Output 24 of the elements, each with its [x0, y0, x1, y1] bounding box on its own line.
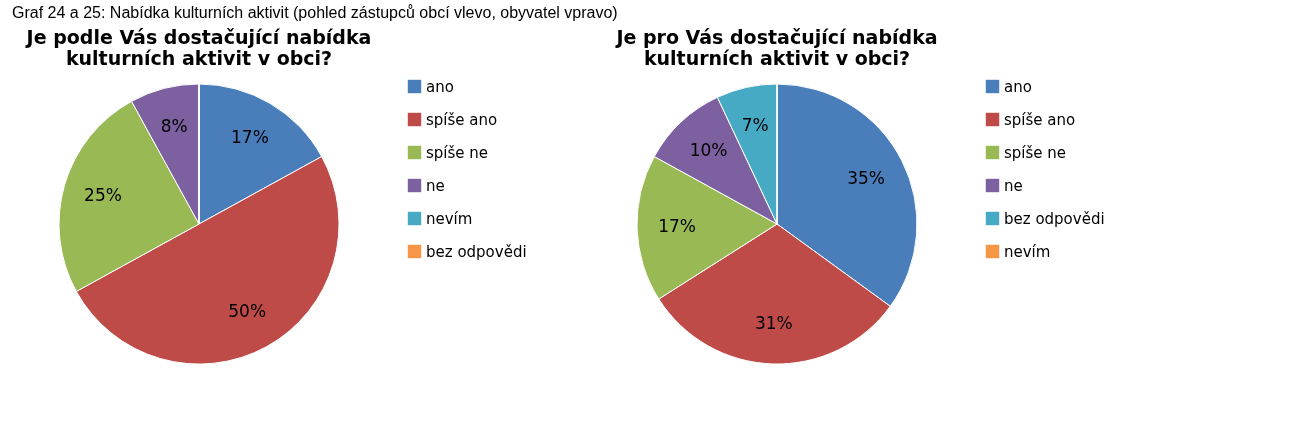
legend-label: ano — [426, 77, 454, 96]
text: Graf 24 a 25: Nabídka kulturních aktivit (pohled zástupců obcí vlevo, obyvatel vpravo) — [12, 4, 619, 22]
data-label: 25% — [84, 185, 122, 206]
legend-label: spíše ne — [426, 143, 489, 162]
legend-label: spíše ne — [1004, 143, 1067, 162]
data-label: 17% — [658, 216, 696, 237]
chart-title: Je podle Vás dostačující nabídka kulturních aktivit v obci? — [24, 26, 372, 69]
data-label: 7% — [741, 115, 769, 136]
chart-title: Je pro Vás dostačující nabídka kulturních aktivit v obci? — [614, 26, 938, 69]
data-label: 10% — [689, 140, 728, 161]
legend-label: nevím — [426, 209, 473, 228]
legend-label: ano — [1004, 77, 1032, 96]
legend-label: ne — [1004, 176, 1023, 195]
legend-label: spíše ano — [1004, 110, 1076, 129]
legend-label: bez odpovědi — [426, 242, 527, 261]
data-label: 31% — [754, 312, 793, 333]
legend-label: spíše ano — [426, 110, 498, 129]
legend-label: nevím — [1004, 242, 1051, 261]
data-label: 35% — [847, 167, 885, 188]
data-label: 17% — [231, 126, 269, 147]
legend-label: ne — [426, 176, 445, 195]
data-label: 50% — [228, 300, 267, 321]
legend-label: bez odpovědi — [1004, 209, 1105, 228]
data-label: 8% — [160, 116, 188, 137]
